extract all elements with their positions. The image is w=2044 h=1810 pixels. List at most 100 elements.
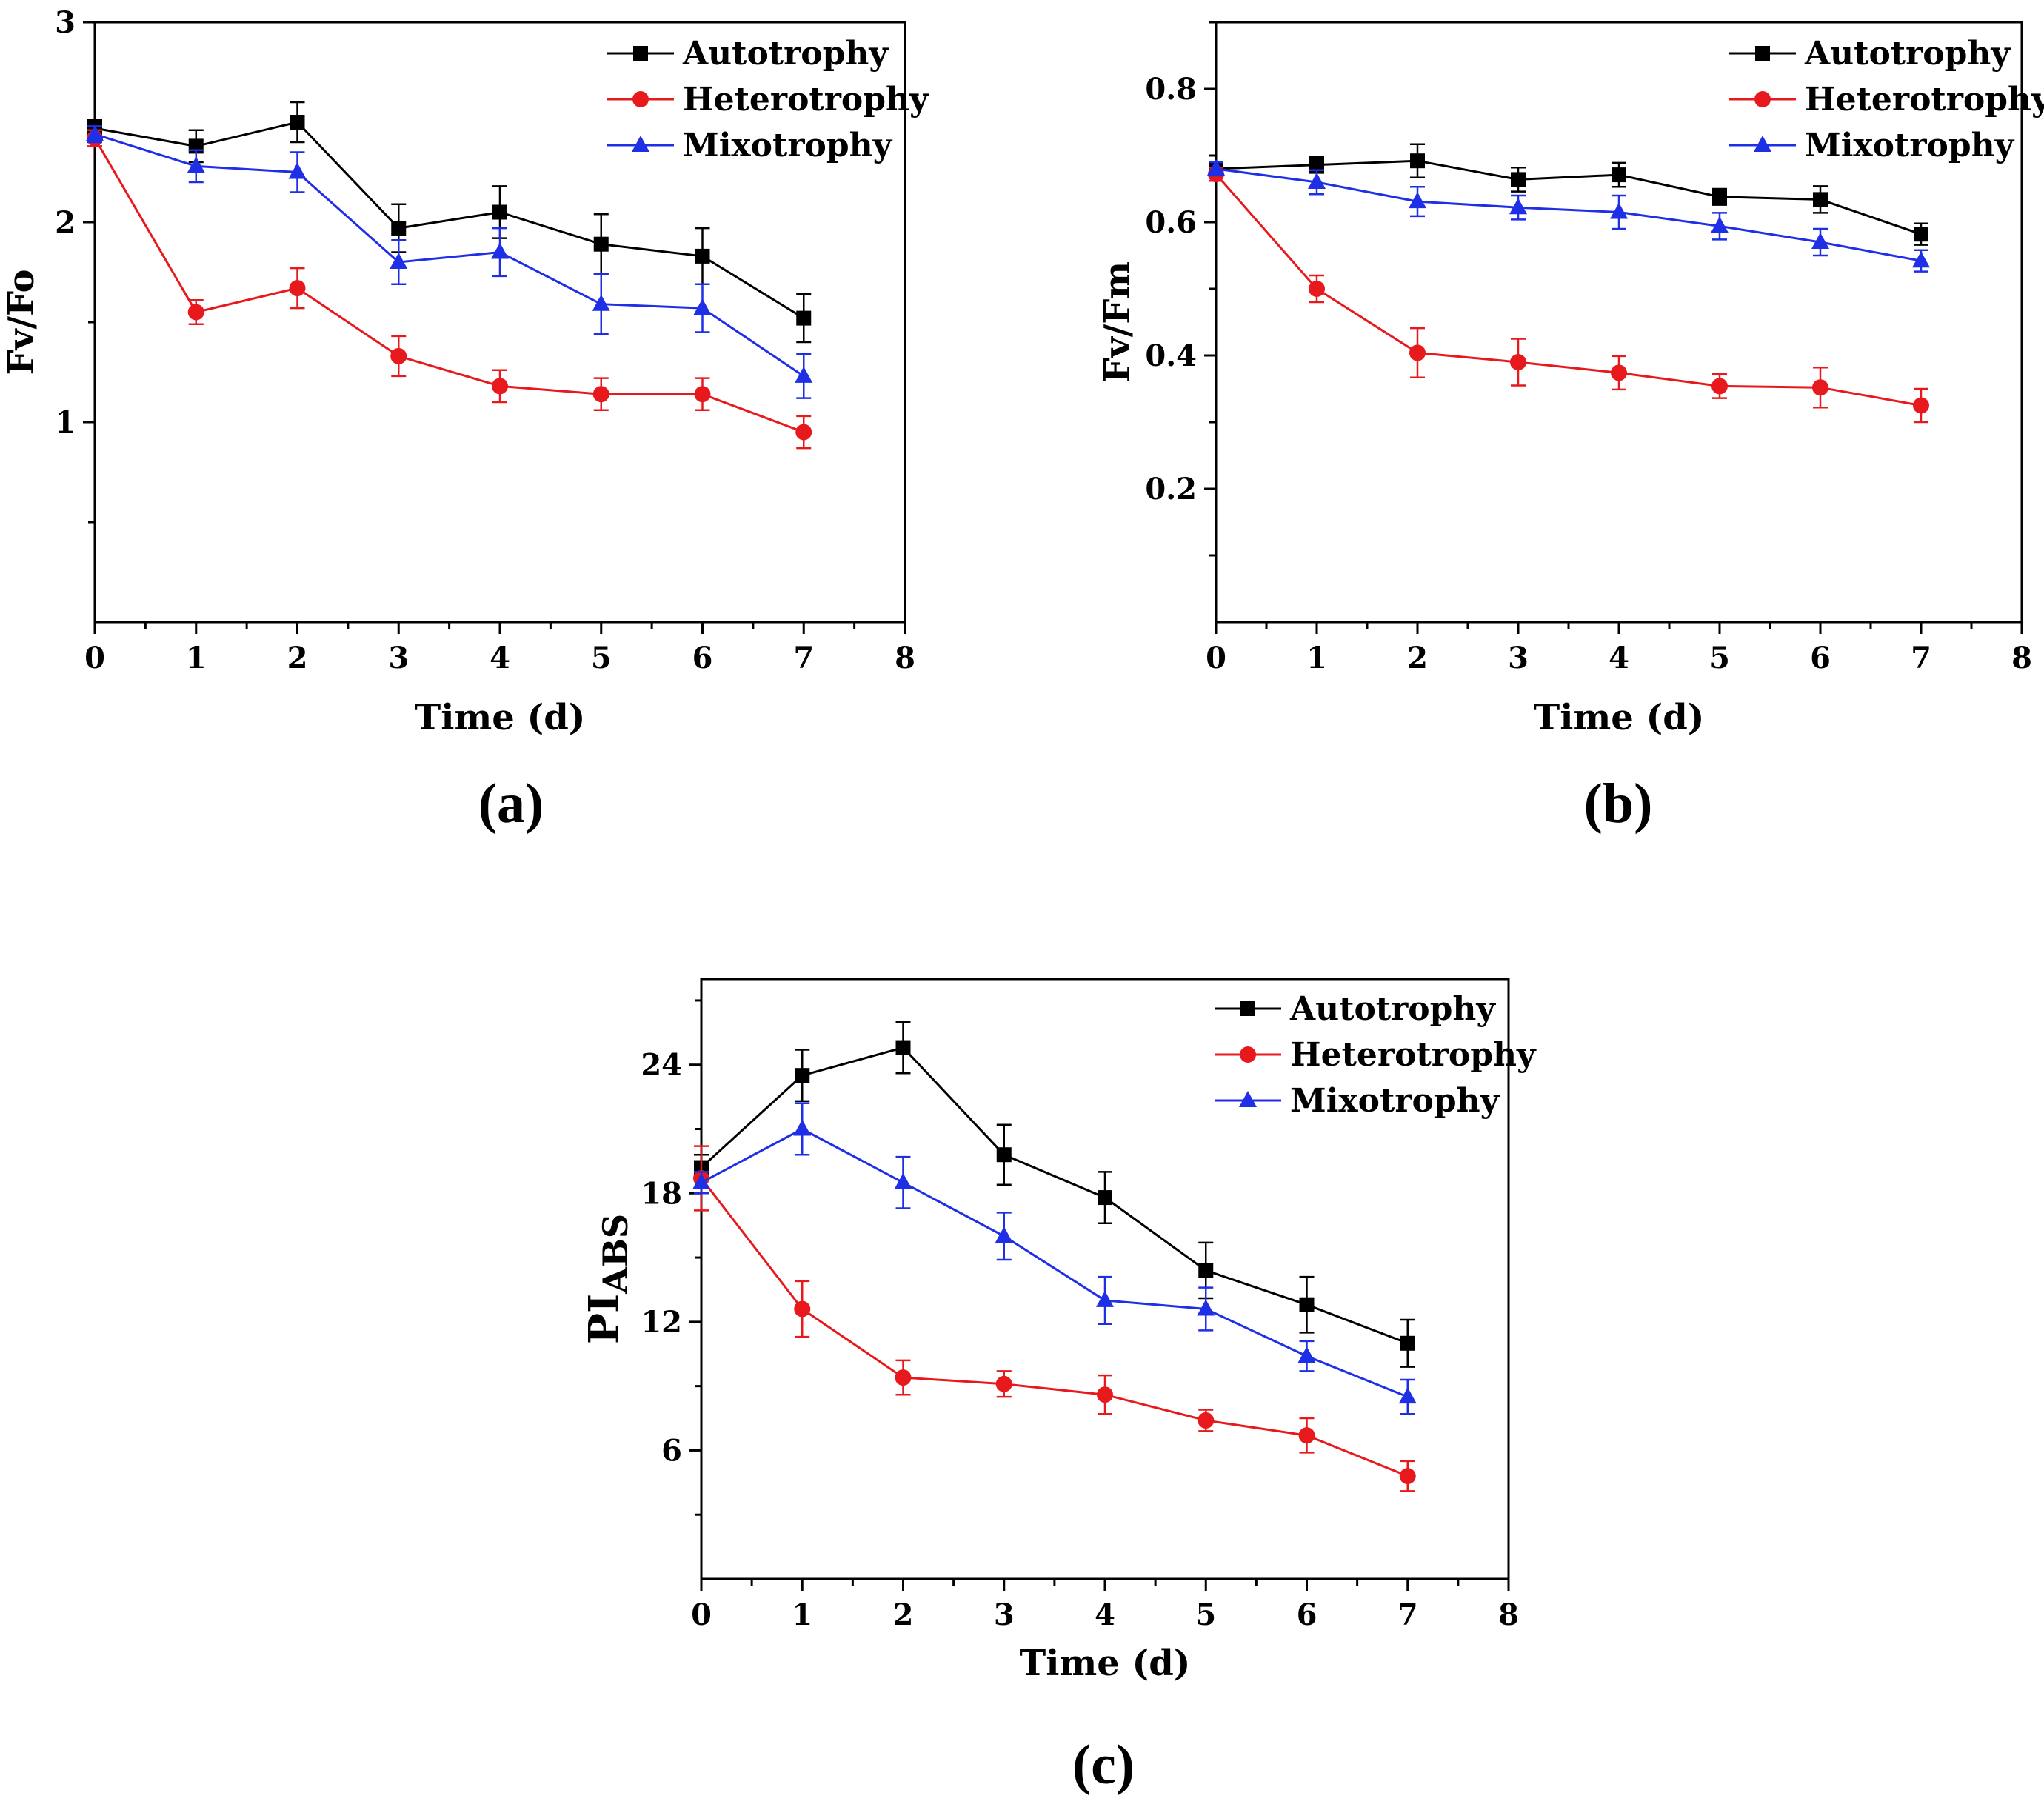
x-tick-label: 0 xyxy=(84,641,105,675)
legend-label: Mixotrophy xyxy=(1805,127,2015,164)
legend-entry-mixotrophy: Mixotrophy xyxy=(1215,1082,1500,1120)
data-point xyxy=(894,1172,912,1189)
series-mixotrophy xyxy=(1207,159,1930,273)
panel-label: (c) xyxy=(1072,1734,1135,1796)
y-tick-label: 0.2 xyxy=(1145,472,1197,507)
data-point xyxy=(491,242,509,259)
x-tick-label: 7 xyxy=(793,641,814,675)
data-point xyxy=(1207,159,1225,176)
data-point xyxy=(390,347,407,364)
data-point xyxy=(795,424,812,441)
data-point xyxy=(1510,354,1526,370)
x-tick-label: 0 xyxy=(1206,641,1226,675)
x-tick-label: 6 xyxy=(1297,1597,1317,1632)
y-axis-label-sub: ABS xyxy=(595,1214,635,1295)
data-point xyxy=(895,1040,911,1055)
data-point xyxy=(1298,1427,1315,1444)
data-point xyxy=(86,124,104,141)
y-tick-label: 3 xyxy=(55,5,76,40)
x-tick-label: 0 xyxy=(691,1597,712,1632)
y-tick-label: 12 xyxy=(641,1305,682,1340)
data-point xyxy=(1198,1263,1214,1278)
x-tick-label: 2 xyxy=(1407,641,1428,675)
series-line xyxy=(1215,159,1922,236)
data-point xyxy=(1912,251,1930,268)
legend-marker xyxy=(1240,1001,1255,1016)
data-point xyxy=(693,298,712,315)
data-point xyxy=(1612,167,1626,183)
x-tick-label: 4 xyxy=(490,641,510,675)
series-line xyxy=(1215,167,1922,262)
data-point xyxy=(492,204,507,220)
x-tick-label: 5 xyxy=(1709,641,1730,675)
legend-marker xyxy=(1239,1091,1257,1107)
series-line xyxy=(1215,173,1922,407)
data-point xyxy=(1197,1299,1215,1316)
x-tick-label: 3 xyxy=(1508,641,1529,675)
data-point xyxy=(692,1172,710,1189)
data-point xyxy=(1914,227,1928,242)
x-tick-label: 6 xyxy=(692,641,713,675)
data-point xyxy=(1409,344,1426,361)
data-point xyxy=(1913,397,1929,414)
x-tick-label: 6 xyxy=(1810,641,1831,675)
data-point xyxy=(390,253,408,269)
data-point xyxy=(1309,157,1324,173)
x-axis-label: Time (d) xyxy=(415,697,586,738)
data-point xyxy=(1711,216,1729,233)
panel-label: (b) xyxy=(1584,772,1653,835)
y-axis-label: Fv/Fo xyxy=(1,270,42,375)
data-point xyxy=(796,310,812,326)
legend-entry-autotrophy: Autotrophy xyxy=(1215,990,1496,1028)
y-axis-label: Fv/Fm xyxy=(1097,261,1138,383)
x-tick-label: 5 xyxy=(1195,1597,1216,1632)
x-axis-label: Time (d) xyxy=(1020,1643,1191,1684)
series-line xyxy=(93,137,804,433)
data-point xyxy=(1098,1190,1112,1206)
y-tick-label: 0.4 xyxy=(1145,338,1197,373)
y-axis-label: PIABS xyxy=(580,1214,635,1344)
legend-marker xyxy=(632,91,649,107)
legend-entry-heterotrophy: Heterotrophy xyxy=(1215,1036,1537,1074)
legend-marker xyxy=(633,46,648,61)
data-point xyxy=(1398,1387,1417,1404)
legend-entry-mixotrophy: Mixotrophy xyxy=(607,127,893,164)
data-point xyxy=(1811,233,1829,249)
y-tick-label: 1 xyxy=(55,405,76,440)
x-tick-label: 3 xyxy=(388,641,409,675)
data-point xyxy=(1096,1290,1114,1307)
data-point xyxy=(1309,281,1325,297)
data-point xyxy=(1409,192,1426,209)
data-point xyxy=(1308,173,1326,189)
legend-marker xyxy=(1755,46,1770,61)
x-tick-label: 7 xyxy=(1397,1597,1418,1632)
series-line xyxy=(700,1178,1409,1477)
y-tick-label: 18 xyxy=(641,1176,682,1211)
series-line xyxy=(701,1127,1409,1398)
series-line xyxy=(700,1046,1409,1345)
data-point xyxy=(1509,198,1527,215)
series-line xyxy=(94,133,805,378)
x-tick-label: 5 xyxy=(591,641,612,675)
data-point xyxy=(1400,1335,1415,1351)
x-tick-label: 4 xyxy=(1095,1597,1115,1632)
data-point xyxy=(593,236,609,252)
data-point xyxy=(391,221,407,236)
series-heterotrophy xyxy=(1208,166,1929,424)
data-point xyxy=(1711,378,1728,395)
series-mixotrophy xyxy=(692,1102,1417,1415)
y-tick-label: 0.6 xyxy=(1145,205,1197,240)
data-point xyxy=(187,304,204,321)
data-point xyxy=(895,1369,912,1386)
y-axis-label-main: PI xyxy=(580,1294,629,1344)
data-point xyxy=(1610,202,1628,219)
data-point xyxy=(289,280,306,297)
data-point xyxy=(1511,172,1526,187)
data-point xyxy=(592,294,610,311)
legend-entry-mixotrophy: Mixotrophy xyxy=(1729,127,2015,164)
data-point xyxy=(1611,364,1627,381)
legend-entry-heterotrophy: Heterotrophy xyxy=(607,81,929,118)
